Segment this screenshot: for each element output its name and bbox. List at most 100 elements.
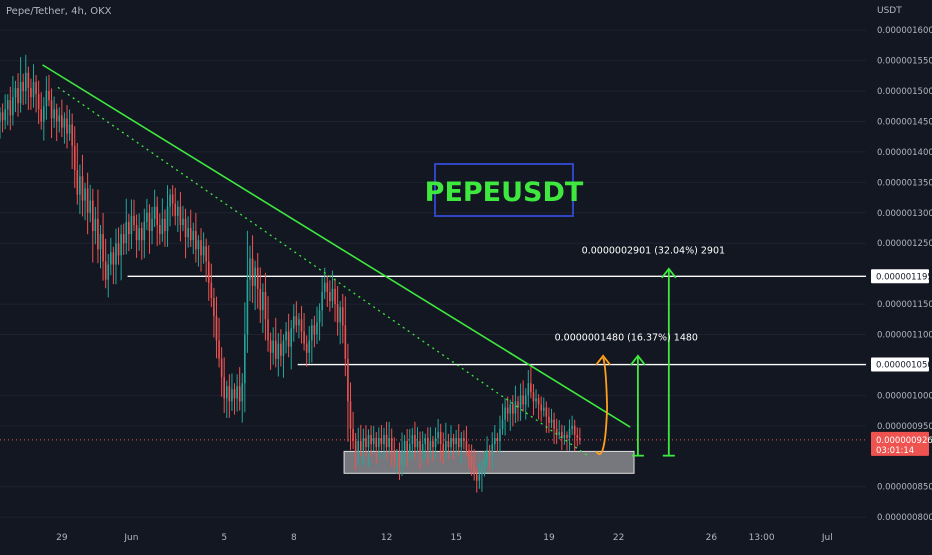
candle-body xyxy=(573,425,576,435)
candle-body xyxy=(579,438,581,440)
candle-body xyxy=(9,100,12,116)
candle-body xyxy=(128,221,130,235)
candle-body xyxy=(561,431,563,438)
candle-body xyxy=(143,221,146,241)
candle-body xyxy=(153,206,156,219)
candle-body xyxy=(481,465,483,475)
candle-body xyxy=(112,252,115,265)
level-price-label: 0.0000010507 xyxy=(876,361,932,371)
candle-body xyxy=(483,459,486,466)
candle-body xyxy=(73,145,76,171)
candle-body xyxy=(231,389,233,402)
candle-body xyxy=(429,441,432,451)
candle-body xyxy=(408,444,411,454)
candle-body xyxy=(427,438,429,451)
title-box-border xyxy=(434,163,574,217)
candle-body xyxy=(347,358,349,402)
candle-body xyxy=(524,395,527,405)
target-annotation: 0.0000001480 (16.37%) 1480 xyxy=(555,333,698,344)
candle-body xyxy=(0,112,1,122)
candle-body xyxy=(158,224,161,235)
current-price-label: 0.0000009269 xyxy=(876,436,932,446)
x-tick-label: 12 xyxy=(381,533,392,543)
candle-body xyxy=(313,325,316,335)
candle-body xyxy=(164,218,166,232)
candle-body xyxy=(272,340,274,353)
x-tick-label: Jul xyxy=(821,533,833,543)
candle-body xyxy=(359,441,362,451)
candle-body xyxy=(50,100,53,119)
candle-body xyxy=(236,386,238,399)
x-tick-label: 26 xyxy=(706,533,718,543)
x-tick-label: Jun xyxy=(123,533,138,543)
candle-body xyxy=(491,444,494,457)
candle-body xyxy=(256,267,259,289)
candle-body xyxy=(4,109,6,121)
candle-body xyxy=(447,441,450,448)
candle-body xyxy=(434,438,437,448)
candle-body xyxy=(189,228,192,241)
candle-body xyxy=(375,438,378,448)
candle-body xyxy=(187,228,189,238)
candle-body xyxy=(519,395,522,408)
candle-body xyxy=(104,261,107,280)
candle-body xyxy=(55,109,58,122)
candle-body xyxy=(130,215,133,235)
candle-body xyxy=(318,310,321,323)
candle-body xyxy=(37,94,40,110)
candle-body xyxy=(48,91,50,101)
candle-body xyxy=(535,398,537,402)
candle-body xyxy=(12,97,14,116)
target-annotation: 0.0000002901 (32.04%) 2901 xyxy=(582,246,725,257)
candle-body xyxy=(352,428,354,442)
candle-body xyxy=(287,331,290,347)
candle-body xyxy=(522,395,524,405)
candle-body xyxy=(445,441,447,454)
symbol-title-box: PEPEUSDT xyxy=(425,163,584,217)
candle-body xyxy=(241,383,244,402)
candle-body xyxy=(35,81,37,95)
candle-body xyxy=(442,444,445,454)
candle-body xyxy=(540,404,542,411)
candle-body xyxy=(223,377,226,399)
candle-body xyxy=(267,319,269,341)
x-tick-label: 22 xyxy=(613,533,624,543)
candle-body xyxy=(156,206,159,225)
candle-body xyxy=(295,316,298,326)
grid xyxy=(0,29,866,518)
candle-body xyxy=(68,124,71,134)
candle-body xyxy=(192,231,195,241)
candle-body xyxy=(218,340,220,359)
candle-body xyxy=(122,234,125,244)
candle-body xyxy=(370,434,372,445)
candle-body xyxy=(450,438,452,448)
candle-body xyxy=(205,246,207,262)
candle-body xyxy=(424,438,427,445)
candle-body xyxy=(285,331,287,341)
candle-body xyxy=(138,228,140,241)
candle-body xyxy=(166,206,169,232)
candle-body xyxy=(576,434,579,438)
candle-body xyxy=(468,450,470,457)
candle-body xyxy=(215,316,218,341)
candle-body xyxy=(269,340,272,353)
candle-body xyxy=(249,258,251,280)
trendline xyxy=(42,64,631,428)
candle-body xyxy=(499,428,501,442)
x-axis: 29 Jun 5 8 12 15 19 22 26 13:00 Jul xyxy=(56,533,833,543)
candle-body xyxy=(43,106,45,122)
candle-body xyxy=(1,112,4,121)
candle-body xyxy=(280,343,282,356)
candle-body xyxy=(530,383,532,393)
candle-body xyxy=(177,206,179,216)
candle-body xyxy=(326,282,329,292)
candle-body xyxy=(385,434,388,448)
candle-body xyxy=(542,407,545,411)
candle-body xyxy=(316,322,318,335)
candle-body xyxy=(465,441,468,451)
candle-body xyxy=(437,431,439,438)
candle-body xyxy=(246,279,249,335)
